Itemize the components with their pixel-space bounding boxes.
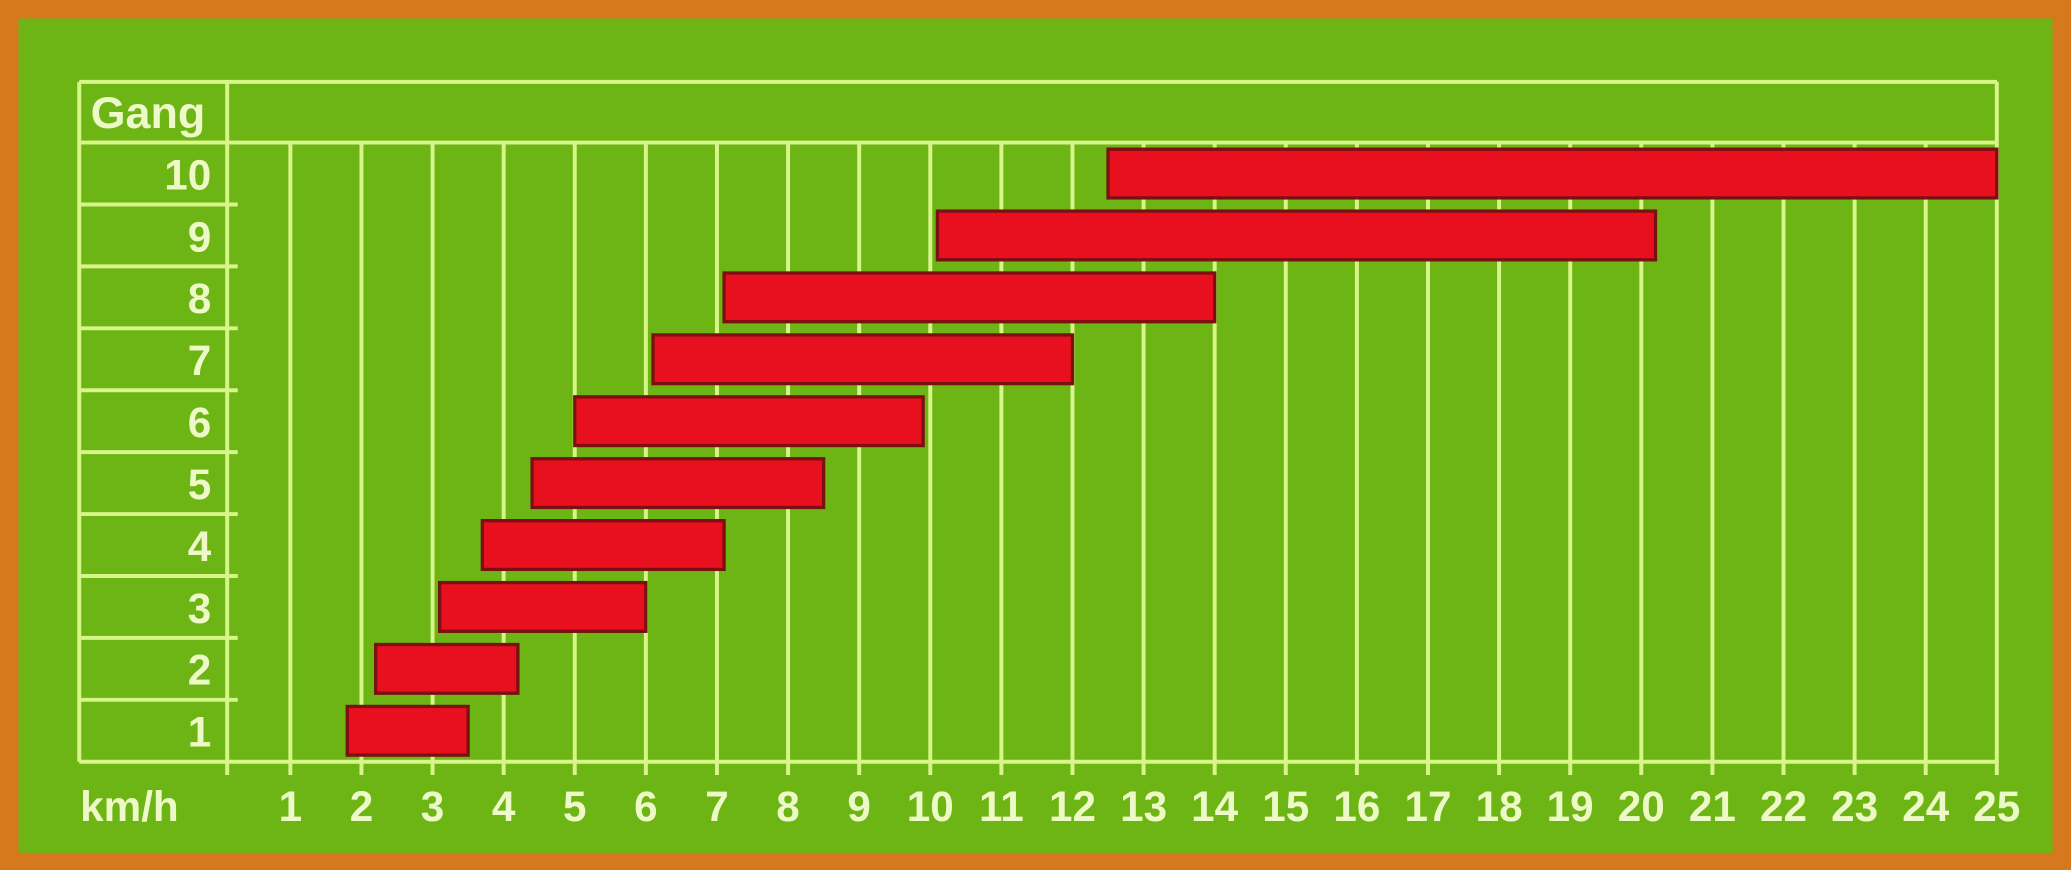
- y-tick-label: 1: [188, 709, 212, 756]
- bar-gear-8: [722, 271, 1217, 324]
- x-tick-label: 15: [1262, 783, 1309, 830]
- bar-gear-10: [1106, 147, 1999, 200]
- x-tick-label: 14: [1191, 783, 1239, 830]
- x-tick-label: 19: [1547, 783, 1594, 830]
- bar-gear-4: [480, 519, 726, 572]
- bar-gear-7: [651, 333, 1075, 386]
- x-tick-label: 11: [979, 783, 1024, 830]
- x-axis-title: km/h: [80, 783, 179, 830]
- y-tick-label: 2: [188, 647, 212, 694]
- x-tick-label: 24: [1902, 783, 1950, 830]
- y-tick-label: 9: [188, 213, 212, 260]
- bar-gear-6: [573, 395, 925, 448]
- y-tick-label: 4: [188, 523, 212, 570]
- y-tick-label: 10: [164, 151, 211, 198]
- y-tick-label: 7: [188, 337, 212, 384]
- x-tick-label: 1: [279, 783, 303, 830]
- x-tick-label: 8: [776, 783, 800, 830]
- x-tick-label: 9: [847, 783, 871, 830]
- y-tick-label: 6: [188, 399, 212, 446]
- x-tick-label: 7: [705, 783, 729, 830]
- x-tick-label: 20: [1618, 783, 1665, 830]
- y-tick-label: 3: [188, 585, 212, 632]
- labels: Gang km/h 1 2 3 4 5 6 7 8 9 10 11 12 13 14 15 16 17 18 19 2…: [80, 87, 2020, 830]
- x-tick-label: 2: [350, 783, 374, 830]
- y-axis-title: Gang: [91, 87, 206, 138]
- x-tick-label: 16: [1333, 783, 1380, 830]
- bar-gear-3: [438, 580, 648, 633]
- y-tick-label: 8: [188, 275, 212, 322]
- x-tick-label: 10: [907, 783, 954, 830]
- bar-gear-2: [374, 642, 520, 695]
- bar-gear-5: [530, 457, 826, 510]
- y-tick-label: 5: [188, 461, 212, 508]
- bar-gear-9: [935, 209, 1658, 262]
- x-tick-label: 25: [1973, 783, 2020, 830]
- x-tick-label: 6: [634, 783, 658, 830]
- x-tick-label: 4: [492, 783, 516, 830]
- x-tick-label: 21: [1689, 783, 1736, 830]
- x-tick-label: 3: [421, 783, 445, 830]
- x-tick-label: 17: [1404, 783, 1451, 830]
- x-tick-label: 12: [1049, 783, 1096, 830]
- x-tick-label: 22: [1760, 783, 1807, 830]
- bar-gear-1: [345, 704, 470, 757]
- bars: [345, 147, 1999, 757]
- x-tick-label: 13: [1120, 783, 1167, 830]
- x-tick-label: 23: [1831, 783, 1878, 830]
- x-tick-label: 5: [563, 783, 587, 830]
- x-tick-label: 18: [1476, 783, 1523, 830]
